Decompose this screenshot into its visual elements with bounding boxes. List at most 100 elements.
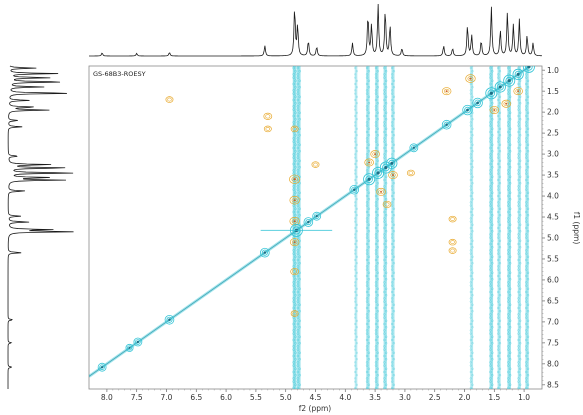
noise-dot xyxy=(367,358,371,361)
noise-dot xyxy=(367,351,371,354)
noise-dot xyxy=(294,111,297,115)
noise-dot xyxy=(526,198,530,201)
noise-dot xyxy=(490,239,494,243)
cross-peak-contour xyxy=(292,269,298,274)
noise-dot xyxy=(294,351,297,355)
noise-dot xyxy=(298,341,301,345)
noise-dot xyxy=(355,303,358,306)
noise-dot xyxy=(294,149,297,153)
noise-dot xyxy=(498,287,502,290)
noise-dot xyxy=(471,159,474,162)
noise-dot xyxy=(525,300,528,303)
noise-dot xyxy=(507,217,510,220)
noise-dot xyxy=(367,383,371,386)
noise-dot xyxy=(489,345,492,348)
cross-peak xyxy=(388,171,398,180)
noise-dot xyxy=(384,239,388,242)
diagonal-peak-contour xyxy=(409,143,419,153)
noise-dot xyxy=(294,255,297,259)
cross-peak-contour xyxy=(372,151,378,157)
noise-dot xyxy=(376,214,379,217)
noise-dot xyxy=(390,354,394,358)
noise-dot xyxy=(508,111,512,115)
diagonal-peak-contour xyxy=(505,76,513,85)
noise-dot xyxy=(355,294,358,297)
noise-dot xyxy=(497,201,500,204)
noise-dot xyxy=(525,76,528,79)
noise-dot xyxy=(390,217,394,220)
cross-peak xyxy=(370,150,380,159)
noise-dot xyxy=(292,290,296,294)
noise-dot xyxy=(374,338,378,342)
noise-dot xyxy=(508,175,512,179)
noise-dot xyxy=(390,361,394,364)
noise-dot xyxy=(355,159,358,162)
noise-dot xyxy=(517,226,520,230)
noise-dot xyxy=(292,338,296,342)
noise-dot xyxy=(471,134,474,137)
noise-dot xyxy=(469,348,472,351)
noise-dot xyxy=(469,364,472,367)
noise-dot xyxy=(376,271,379,274)
noise-dot xyxy=(383,105,386,108)
noise-dot xyxy=(365,348,369,351)
noise-dot xyxy=(365,249,369,252)
noise-dot xyxy=(525,386,528,389)
noise-dot xyxy=(298,351,301,355)
noise-dot xyxy=(526,287,530,290)
noise-dot xyxy=(507,89,510,92)
noise-dot xyxy=(376,383,379,386)
noise-dot xyxy=(390,329,394,332)
noise-dot xyxy=(298,85,301,89)
diagonal-peak xyxy=(494,81,506,93)
noise-dot xyxy=(519,239,522,242)
noise-dot xyxy=(383,354,386,358)
noise-dot xyxy=(489,322,492,326)
noise-dot xyxy=(367,214,371,217)
noise-dot xyxy=(508,277,512,281)
noise-dot xyxy=(354,178,357,181)
noise-dot xyxy=(508,239,512,243)
noise-dot xyxy=(294,133,297,137)
noise-dot xyxy=(383,313,386,316)
noise-dot xyxy=(489,332,492,335)
noise-dot xyxy=(296,332,300,335)
noise-dot xyxy=(497,124,500,127)
noise-dot xyxy=(519,159,522,162)
noise-dot xyxy=(497,345,500,348)
noise-dot xyxy=(508,181,512,185)
noise-dot xyxy=(355,262,358,265)
noise-dot xyxy=(384,326,388,329)
noise-dot xyxy=(497,316,500,319)
noise-dot xyxy=(519,230,522,233)
noise-dot xyxy=(376,182,379,185)
noise-dot xyxy=(519,351,522,354)
noise-dot xyxy=(383,332,386,335)
noise-dot xyxy=(390,236,394,239)
noise-dot xyxy=(497,377,500,380)
noise-dot xyxy=(497,233,500,236)
noise-dot xyxy=(296,220,300,223)
noise-dot xyxy=(517,82,520,86)
noise-dot xyxy=(390,258,394,262)
noise-dot xyxy=(355,223,358,226)
noise-dot xyxy=(365,290,369,294)
noise-dot xyxy=(354,217,357,220)
noise-dot xyxy=(354,329,357,332)
noise-dot xyxy=(469,89,472,92)
noise-dot xyxy=(365,185,369,188)
noise-dot xyxy=(526,342,530,345)
noise-dot xyxy=(296,146,300,150)
noise-dot xyxy=(508,287,512,291)
noise-dot xyxy=(526,175,530,178)
x-tick-label: 2.0 xyxy=(459,393,471,402)
noise-dot xyxy=(296,76,300,79)
noise-dot xyxy=(526,127,530,130)
noise-dot xyxy=(525,169,528,172)
noise-dot xyxy=(497,274,500,278)
noise-dot xyxy=(355,86,358,89)
noise-dot xyxy=(498,310,502,313)
noise-dot xyxy=(489,114,492,118)
x-axis-title: f2 (ppm) xyxy=(299,404,332,413)
noise-dot xyxy=(471,310,474,313)
